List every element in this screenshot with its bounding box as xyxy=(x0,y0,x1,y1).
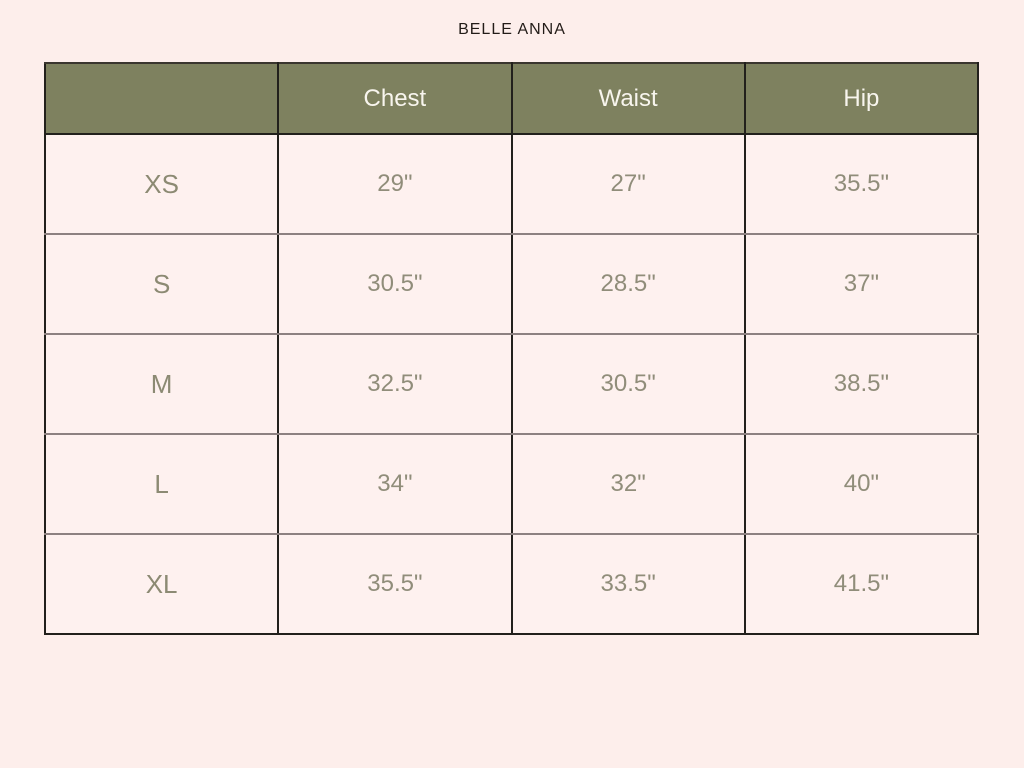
waist-cell: 32" xyxy=(510,433,746,535)
table-row: L 34" 32" 40" xyxy=(43,433,980,535)
hip-cell: 38.5" xyxy=(743,333,980,435)
table-header-row: Chest Waist Hip xyxy=(43,62,980,135)
chest-cell: 30.5" xyxy=(277,233,513,335)
size-cell: XL xyxy=(43,533,280,635)
waist-cell: 28.5" xyxy=(510,233,746,335)
table-row: XS 29" 27" 35.5" xyxy=(43,133,980,235)
header-cell-chest: Chest xyxy=(277,62,513,135)
waist-cell: 33.5" xyxy=(510,533,746,635)
chest-cell: 34" xyxy=(277,433,513,535)
page-title: BELLE ANNA xyxy=(458,21,566,38)
size-chart-table: Chest Waist Hip XS 29" 27" 35.5" S 30.5"… xyxy=(43,62,980,635)
header-cell-hip: Hip xyxy=(743,62,980,135)
size-cell: M xyxy=(43,333,280,435)
table-row: XL 35.5" 33.5" 41.5" xyxy=(43,533,980,635)
waist-cell: 27" xyxy=(510,133,746,235)
size-cell: XS xyxy=(43,133,280,235)
size-cell: L xyxy=(43,433,280,535)
chest-cell: 29" xyxy=(277,133,513,235)
header-cell-waist: Waist xyxy=(510,62,746,135)
size-cell: S xyxy=(43,233,280,335)
header-cell-size xyxy=(43,62,280,135)
hip-cell: 37" xyxy=(743,233,980,335)
chest-cell: 35.5" xyxy=(277,533,513,635)
chest-cell: 32.5" xyxy=(277,333,513,435)
table-row: M 32.5" 30.5" 38.5" xyxy=(43,333,980,435)
hip-cell: 41.5" xyxy=(743,533,980,635)
hip-cell: 40" xyxy=(743,433,980,535)
waist-cell: 30.5" xyxy=(510,333,746,435)
hip-cell: 35.5" xyxy=(743,133,980,235)
table-row: S 30.5" 28.5" 37" xyxy=(43,233,980,335)
